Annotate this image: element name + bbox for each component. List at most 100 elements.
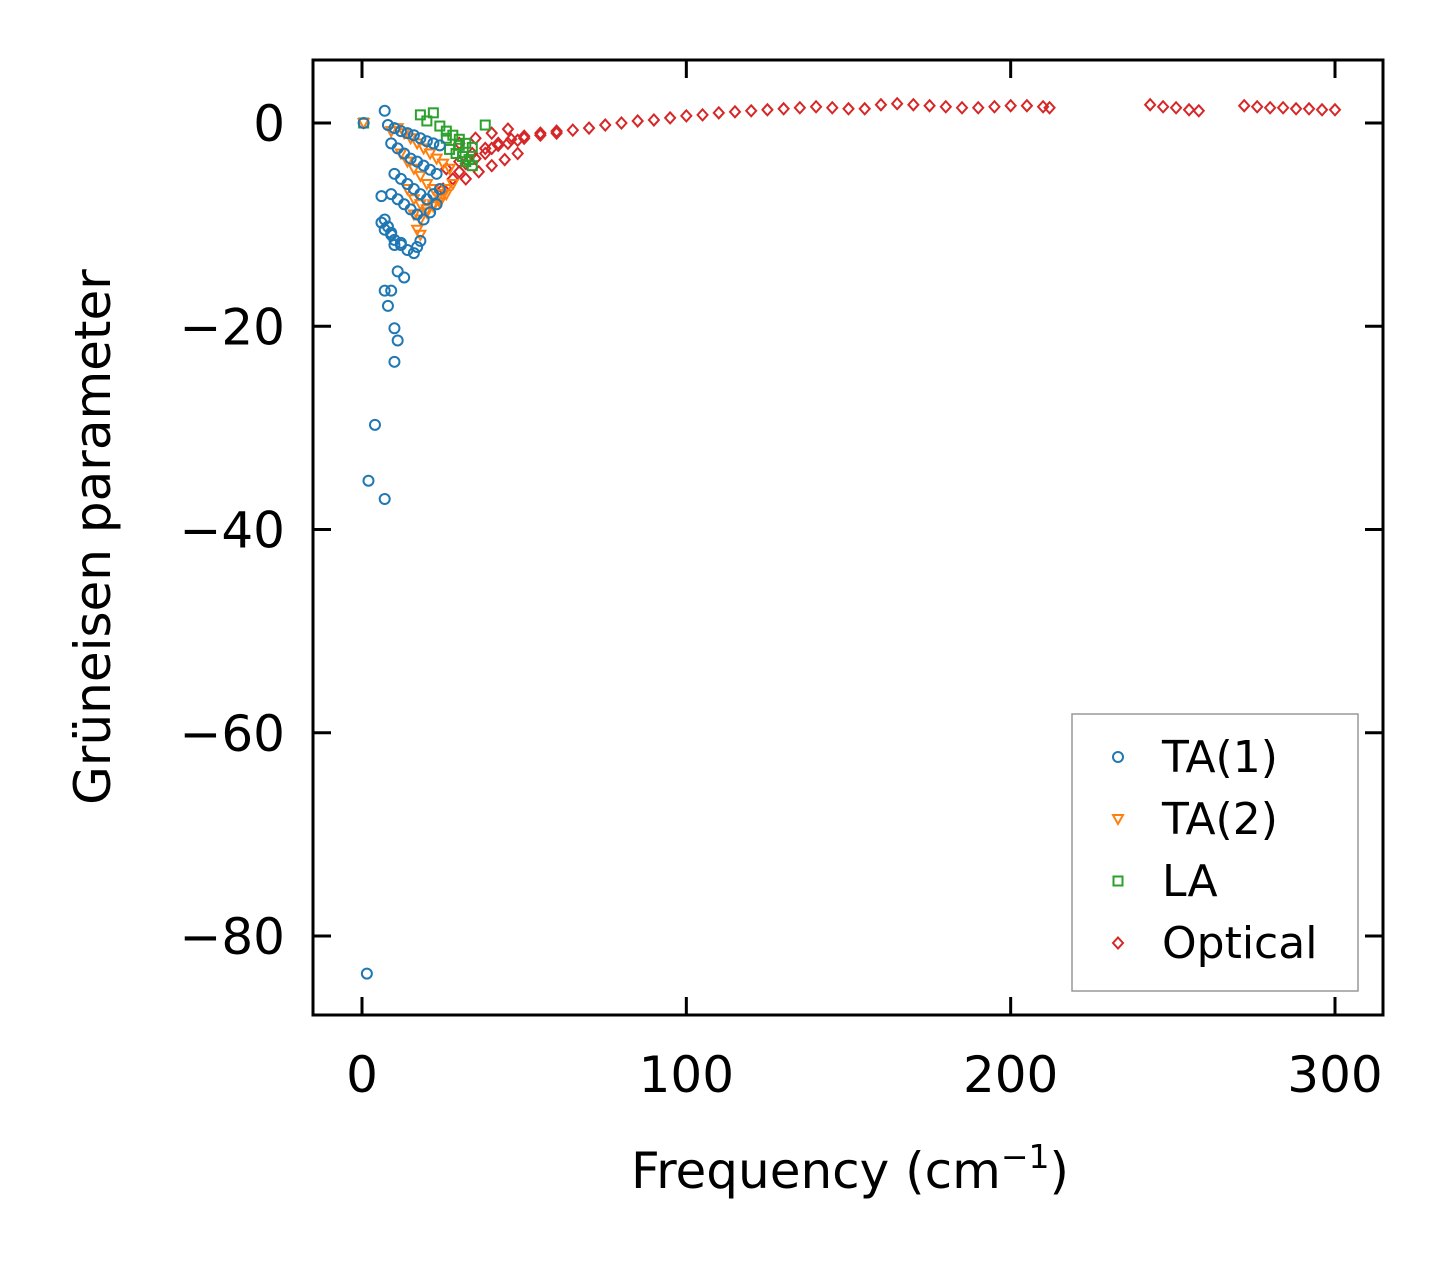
data-point	[744, 103, 758, 118]
data-point	[466, 160, 478, 172]
data-point	[971, 100, 985, 115]
legend-marker-diamond-icon	[1111, 936, 1125, 950]
y-axis-label: Grüneisen parameter	[64, 269, 122, 805]
legend-box	[1071, 713, 1359, 992]
x-axis-label-suffix: )	[1050, 1142, 1070, 1200]
data-point	[420, 135, 433, 148]
y-tick-label: −40	[179, 502, 285, 560]
data-point	[388, 122, 401, 135]
x-tick-label: 100	[639, 1046, 734, 1104]
data-point	[1328, 102, 1342, 117]
data-point	[375, 190, 388, 203]
legend-label: Optical	[1162, 918, 1317, 969]
legend: TA(1) TA(2) LA Optical	[1071, 713, 1359, 992]
data-point	[394, 125, 407, 138]
data-point	[517, 129, 531, 144]
data-point	[368, 418, 381, 431]
data-point	[777, 101, 790, 116]
data-point	[517, 131, 531, 146]
series-ta-1-	[357, 104, 446, 980]
data-point	[357, 117, 370, 129]
data-point	[452, 154, 466, 169]
data-point	[439, 189, 454, 202]
data-point	[761, 102, 774, 117]
data-point	[479, 119, 491, 131]
data-point	[414, 234, 427, 247]
data-point	[712, 105, 726, 120]
data-point	[420, 204, 434, 217]
data-point	[1043, 100, 1056, 115]
data-point	[842, 101, 855, 116]
data-point	[696, 107, 709, 122]
data-point	[404, 152, 417, 165]
data-point	[463, 154, 475, 166]
data-point	[1182, 102, 1196, 117]
data-point	[385, 226, 398, 239]
data-point	[728, 104, 742, 119]
data-point	[378, 493, 391, 506]
data-point	[385, 284, 398, 297]
data-point	[1004, 98, 1018, 113]
data-point	[988, 99, 1001, 114]
data-point	[446, 178, 460, 192]
data-point	[647, 112, 661, 127]
data-point	[793, 100, 807, 115]
data-point	[1276, 100, 1290, 115]
data-point	[375, 216, 388, 229]
data-point	[550, 124, 563, 139]
data-point	[414, 109, 426, 121]
series-optical	[436, 96, 1342, 197]
data-point	[566, 123, 580, 138]
legend-entry: LA	[1112, 856, 1218, 907]
data-point	[452, 164, 466, 179]
data-point	[411, 240, 424, 253]
data-point	[424, 206, 437, 219]
x-tick-label: 300	[1287, 1046, 1382, 1104]
data-point	[534, 126, 547, 141]
plot-frame	[311, 58, 1385, 1017]
data-point	[923, 98, 936, 113]
data-point	[417, 213, 430, 226]
data-point	[955, 100, 969, 115]
data-point	[511, 146, 525, 161]
legend-marker-square-icon	[1112, 875, 1124, 887]
data-point	[825, 100, 839, 115]
data-point	[430, 198, 443, 211]
data-point	[1302, 101, 1316, 116]
data-point	[582, 121, 596, 136]
data-point	[491, 138, 505, 153]
legend-marker-triangle-down-icon	[1111, 814, 1125, 827]
data-point	[381, 299, 394, 312]
data-point	[407, 247, 420, 260]
x-tick-label: 0	[346, 1046, 378, 1104]
data-point	[384, 126, 398, 139]
data-point	[427, 137, 440, 150]
data-point	[433, 139, 446, 152]
legend-entry: Optical	[1111, 918, 1317, 969]
data-point	[381, 119, 394, 132]
y-tick-label: −20	[179, 298, 285, 356]
data-point	[1250, 99, 1264, 114]
data-point	[414, 132, 427, 145]
legend-entry: TA(2)	[1111, 794, 1278, 845]
data-point	[1156, 99, 1170, 114]
data-point	[401, 127, 414, 140]
axis-ticks: 0 100 200 300 0 −20 −40 −60 −80	[179, 60, 1383, 1104]
data-point	[491, 136, 505, 151]
data-point	[398, 271, 411, 284]
data-point	[391, 265, 404, 278]
data-point	[388, 322, 401, 335]
legend-marker-circle-icon	[1112, 751, 1124, 763]
data-point	[469, 151, 482, 166]
data-point	[663, 110, 677, 125]
data-point	[858, 101, 872, 116]
data-point	[550, 126, 563, 141]
data-point	[427, 107, 439, 119]
data-point	[442, 163, 457, 176]
data-point	[453, 139, 465, 151]
data-point	[413, 229, 428, 242]
data-point	[378, 104, 391, 117]
data-point	[394, 236, 407, 249]
data-point	[534, 128, 547, 143]
